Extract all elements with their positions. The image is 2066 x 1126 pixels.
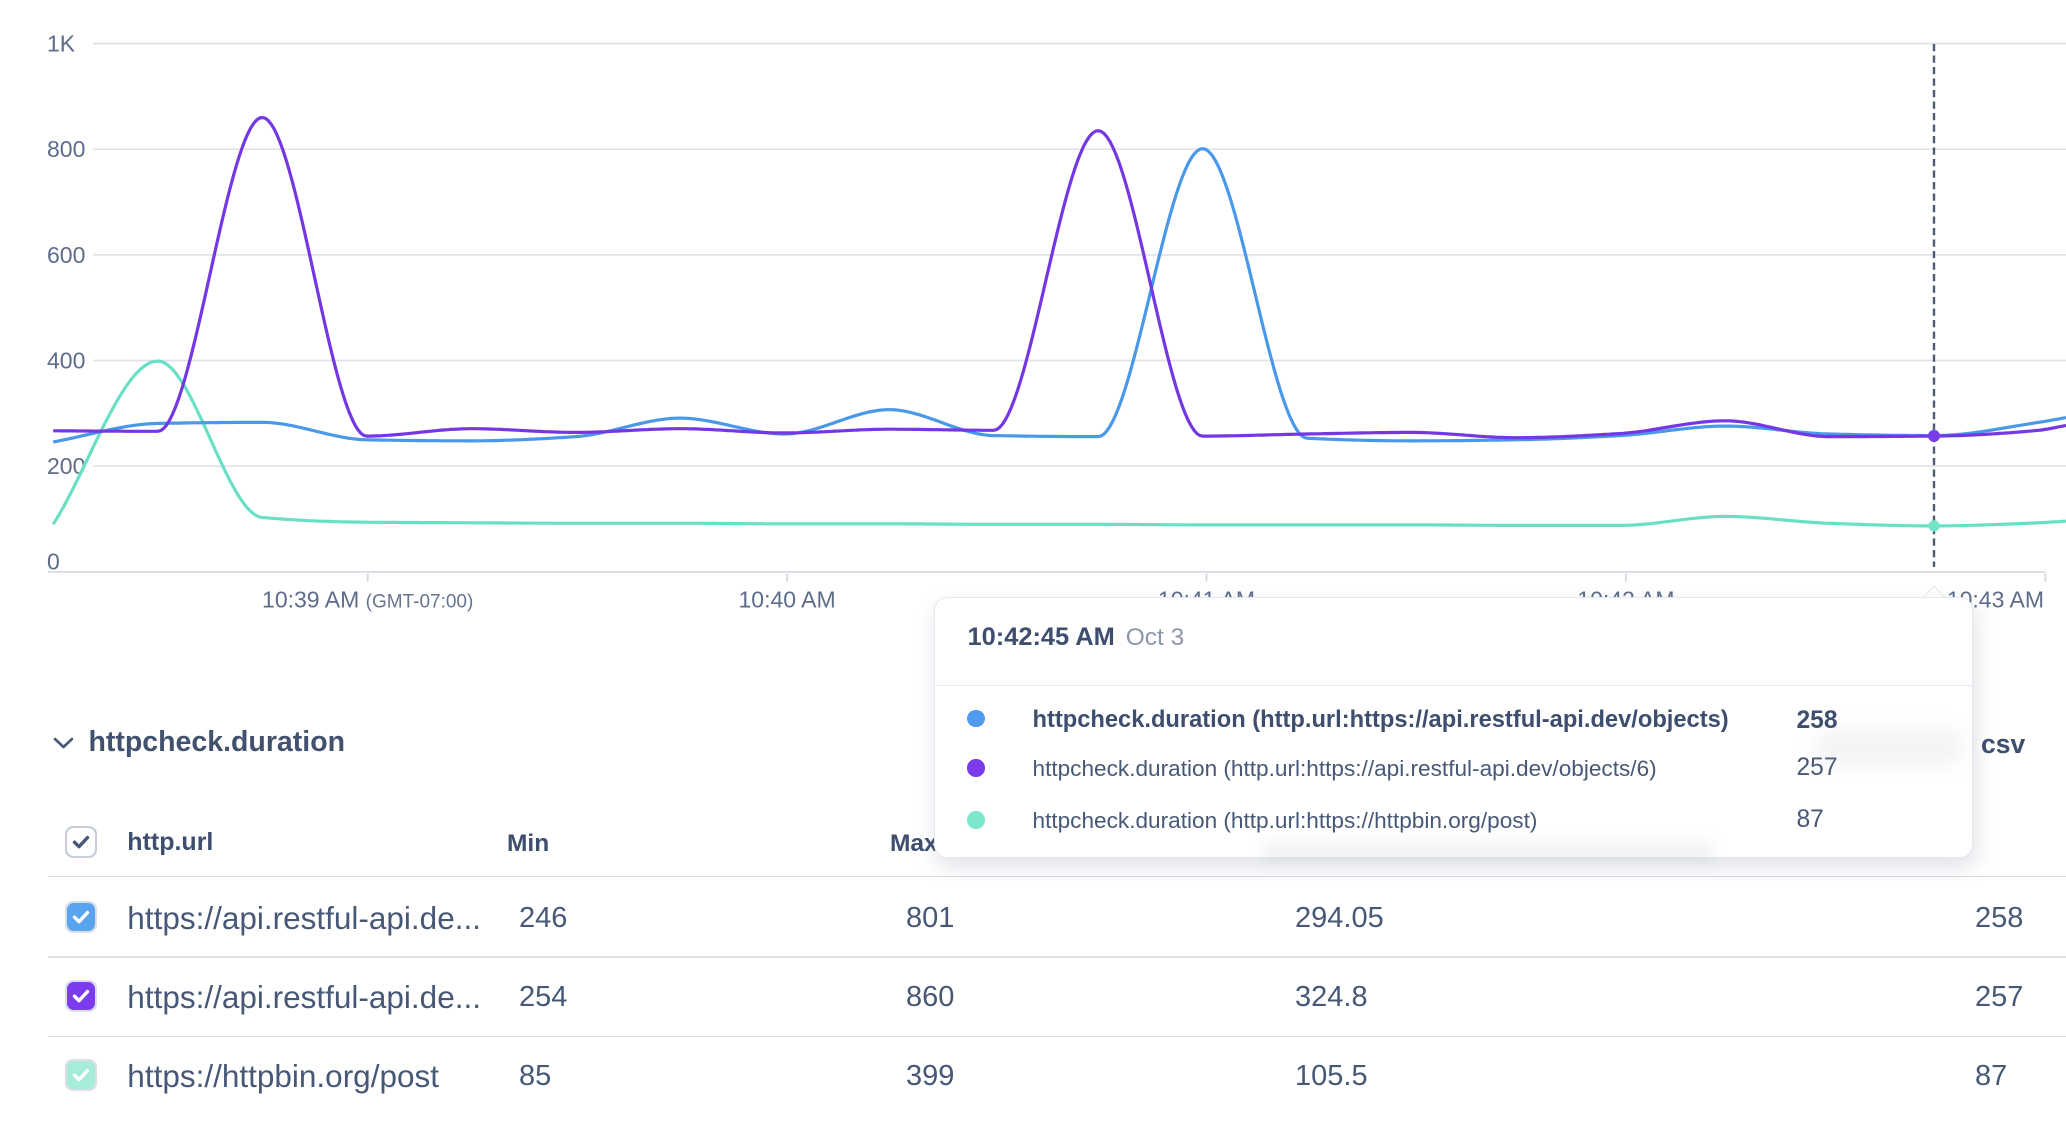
svg-text:1K: 1K xyxy=(47,31,76,57)
svg-text:800: 800 xyxy=(47,136,85,162)
svg-text:400: 400 xyxy=(47,348,85,374)
svg-text:10:40 AM: 10:40 AM xyxy=(739,587,836,613)
svg-text:0: 0 xyxy=(47,548,60,574)
svg-text:10:39 AM (GMT-07:00): 10:39 AM (GMT-07:00) xyxy=(262,587,473,613)
svg-text:600: 600 xyxy=(47,242,85,268)
